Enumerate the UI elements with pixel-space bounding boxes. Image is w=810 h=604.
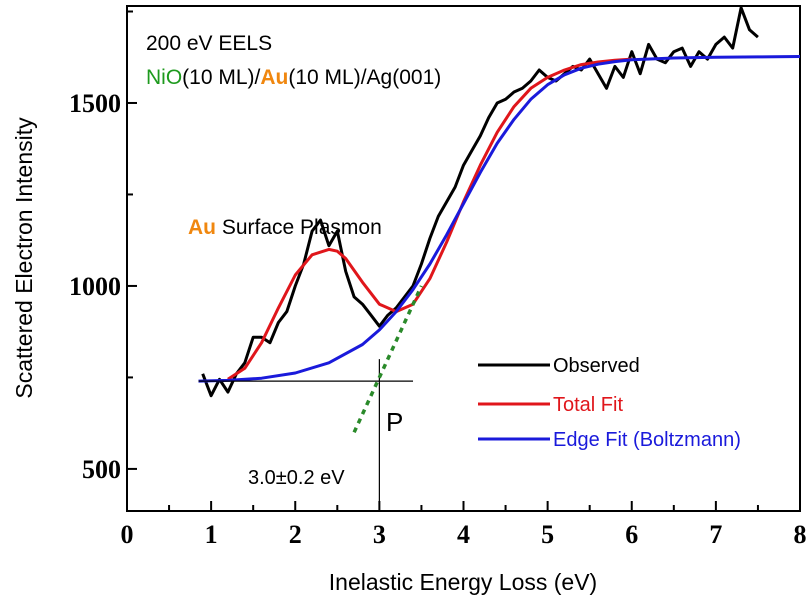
y-tick-label: 1000	[69, 272, 121, 301]
onset-tangent-line	[352, 285, 424, 434]
point-p-label: P	[386, 407, 403, 437]
x-tick-label: 8	[794, 520, 807, 549]
x-tick-label: 1	[205, 520, 218, 549]
legend-label-observed: Observed	[553, 355, 640, 377]
y-tick-labels: 500 1000 1500	[69, 89, 121, 484]
x-tick-label: 7	[709, 520, 722, 549]
x-tick-label: 6	[625, 520, 638, 549]
sample-part-2: (10 ML)/	[182, 66, 260, 89]
series-observed-line	[201, 6, 759, 398]
x-axis-title: Inelastic Energy Loss (eV)	[329, 569, 597, 595]
sample-annotation: NiO(10 ML)/Au(10 ML)/Ag(001)	[146, 66, 441, 89]
y-tick-label: 1500	[69, 89, 121, 118]
x-tick-label: 5	[541, 520, 554, 549]
plasmon-annotation: Au Surface Plasmon	[188, 216, 382, 239]
series-layer	[198, 6, 801, 398]
sample-part-au: Au	[260, 66, 288, 89]
legend: Observed Total Fit Edge Fit (Boltzmann)	[478, 355, 741, 451]
x-tick-labels: 0 1 2 3 4 5 6 7 8	[121, 520, 807, 549]
series-edge-fit-line	[198, 55, 801, 383]
y-tick-label: 500	[82, 455, 121, 484]
series-total-fit-line	[227, 57, 632, 381]
legend-label-edge-fit: Edge Fit (Boltzmann)	[553, 429, 741, 451]
x-tick-label: 2	[289, 520, 302, 549]
plasmon-part-2: Surface Plasmon	[216, 216, 382, 239]
y-axis-title: Scattered Electron Intensity	[11, 117, 37, 399]
x-tick-label: 4	[457, 520, 470, 549]
sample-part-4: (10 ML)/Ag(001)	[288, 66, 441, 89]
x-tick-label: 3	[373, 520, 386, 549]
method-annotation: 200 eV EELS	[146, 32, 272, 55]
x-tick-label: 0	[121, 520, 134, 549]
tick-layer	[126, 10, 801, 511]
legend-label-total-fit: Total Fit	[553, 394, 623, 416]
onset-value-label: 3.0±0.2 eV	[248, 467, 345, 489]
guide-layer	[198, 285, 424, 511]
sample-part-nio: NiO	[146, 66, 182, 89]
plasmon-part-au: Au	[188, 216, 216, 239]
